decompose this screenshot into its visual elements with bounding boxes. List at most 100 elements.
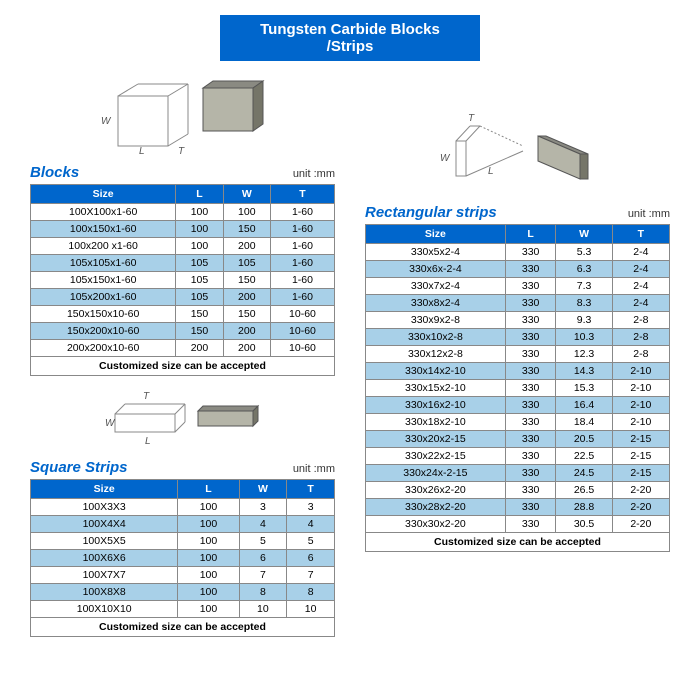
cell-size: 105x200x1-60: [31, 289, 176, 306]
cell-t: 10: [287, 601, 335, 618]
svg-text:T: T: [468, 113, 475, 124]
cell-t: 2-20: [612, 516, 669, 533]
cell-w: 18.4: [556, 414, 612, 431]
cell-l: 330: [505, 295, 556, 312]
cell-w: 6: [239, 550, 287, 567]
cell-l: 330: [505, 414, 556, 431]
cell-t: 2-8: [612, 346, 669, 363]
cell-l: 330: [505, 244, 556, 261]
cell-w: 5.3: [556, 244, 612, 261]
cell-w: 7.3: [556, 278, 612, 295]
cell-w: 10: [239, 601, 287, 618]
cell-size: 330x8x2-4: [366, 295, 506, 312]
cell-size: 100X8X8: [31, 584, 178, 601]
cell-size: 330x12x2-8: [366, 346, 506, 363]
cell-t: 1-60: [270, 272, 334, 289]
cell-l: 330: [505, 312, 556, 329]
cell-t: 1-60: [270, 289, 334, 306]
cell-l: 100: [176, 221, 223, 238]
cell-l: 330: [505, 278, 556, 295]
table-row: 100X6X610066: [31, 550, 335, 567]
rect-title: Rectangular strips: [365, 204, 497, 221]
svg-text:L: L: [145, 436, 151, 447]
table-row: 330x18x2-1033018.42-10: [366, 414, 670, 431]
cell-size: 330x7x2-4: [366, 278, 506, 295]
cell-t: 2-10: [612, 380, 669, 397]
col-size: Size: [366, 225, 506, 244]
page-title: Tungsten Carbide Blocks /Strips: [220, 15, 480, 61]
cell-l: 330: [505, 329, 556, 346]
svg-text:W: W: [105, 418, 116, 429]
cell-w: 30.5: [556, 516, 612, 533]
cell-t: 4: [287, 516, 335, 533]
cell-size: 100X3X3: [31, 499, 178, 516]
cell-l: 330: [505, 363, 556, 380]
left-column: WLT Blocks unit :mm Size L W T 100X100x1…: [30, 71, 335, 637]
cell-l: 330: [505, 261, 556, 278]
cell-w: 7: [239, 567, 287, 584]
cell-size: 105x150x1-60: [31, 272, 176, 289]
col-w: W: [223, 185, 270, 204]
square-diagram: TWL: [30, 386, 335, 451]
col-t: T: [287, 480, 335, 499]
cell-w: 8.3: [556, 295, 612, 312]
cell-w: 22.5: [556, 448, 612, 465]
table-row: 105x105x1-601051051-60: [31, 255, 335, 272]
square-title: Square Strips: [30, 459, 128, 476]
square-table: Size L W T 100X3X310033100X4X410044100X5…: [30, 479, 335, 618]
table-row: 100X10X101001010: [31, 601, 335, 618]
cell-w: 4: [239, 516, 287, 533]
cell-size: 330x28x2-20: [366, 499, 506, 516]
col-w: W: [239, 480, 287, 499]
cell-l: 150: [176, 306, 223, 323]
cell-t: 1-60: [270, 204, 334, 221]
cell-t: 6: [287, 550, 335, 567]
cell-t: 8: [287, 584, 335, 601]
table-row: 330x9x2-83309.32-8: [366, 312, 670, 329]
cell-size: 105x105x1-60: [31, 255, 176, 272]
cell-l: 100: [176, 238, 223, 255]
table-row: 100x150x1-601001501-60: [31, 221, 335, 238]
svg-text:W: W: [101, 116, 112, 127]
table-row: 330x8x2-43308.32-4: [366, 295, 670, 312]
cell-l: 330: [505, 499, 556, 516]
cell-t: 10-60: [270, 323, 334, 340]
table-row: 100x200 x1-601002001-60: [31, 238, 335, 255]
unit-label: unit :mm: [293, 463, 335, 475]
table-row: 100X7X710077: [31, 567, 335, 584]
cell-size: 330x6x-2-4: [366, 261, 506, 278]
cell-size: 150x200x10-60: [31, 323, 176, 340]
cell-w: 16.4: [556, 397, 612, 414]
cell-w: 100: [223, 204, 270, 221]
cell-t: 2-10: [612, 363, 669, 380]
col-t: T: [270, 185, 334, 204]
cell-t: 7: [287, 567, 335, 584]
table-row: 330x10x2-833010.32-8: [366, 329, 670, 346]
square-footer: Customized size can be accepted: [30, 618, 335, 637]
cell-t: 3: [287, 499, 335, 516]
col-t: T: [612, 225, 669, 244]
table-row: 100X100x1-601001001-60: [31, 204, 335, 221]
table-row: 150x150x10-6015015010-60: [31, 306, 335, 323]
cell-size: 100X4X4: [31, 516, 178, 533]
col-size: Size: [31, 185, 176, 204]
cell-size: 100X100x1-60: [31, 204, 176, 221]
cell-t: 2-4: [612, 244, 669, 261]
cell-t: 2-20: [612, 499, 669, 516]
col-w: W: [556, 225, 612, 244]
svg-text:L: L: [139, 146, 145, 156]
cell-t: 1-60: [270, 255, 334, 272]
cell-t: 2-4: [612, 261, 669, 278]
table-row: 100X3X310033: [31, 499, 335, 516]
unit-label: unit :mm: [293, 168, 335, 180]
cell-t: 1-60: [270, 221, 334, 238]
cell-size: 330x16x2-10: [366, 397, 506, 414]
cell-l: 330: [505, 346, 556, 363]
cell-size: 330x15x2-10: [366, 380, 506, 397]
cell-l: 330: [505, 380, 556, 397]
cell-l: 105: [176, 289, 223, 306]
right-column: TWL Rectangular strips unit :mm Size L W…: [365, 71, 670, 637]
cell-size: 330x24x-2-15: [366, 465, 506, 482]
cell-t: 2-15: [612, 448, 669, 465]
table-row: 330x24x-2-1533024.52-15: [366, 465, 670, 482]
